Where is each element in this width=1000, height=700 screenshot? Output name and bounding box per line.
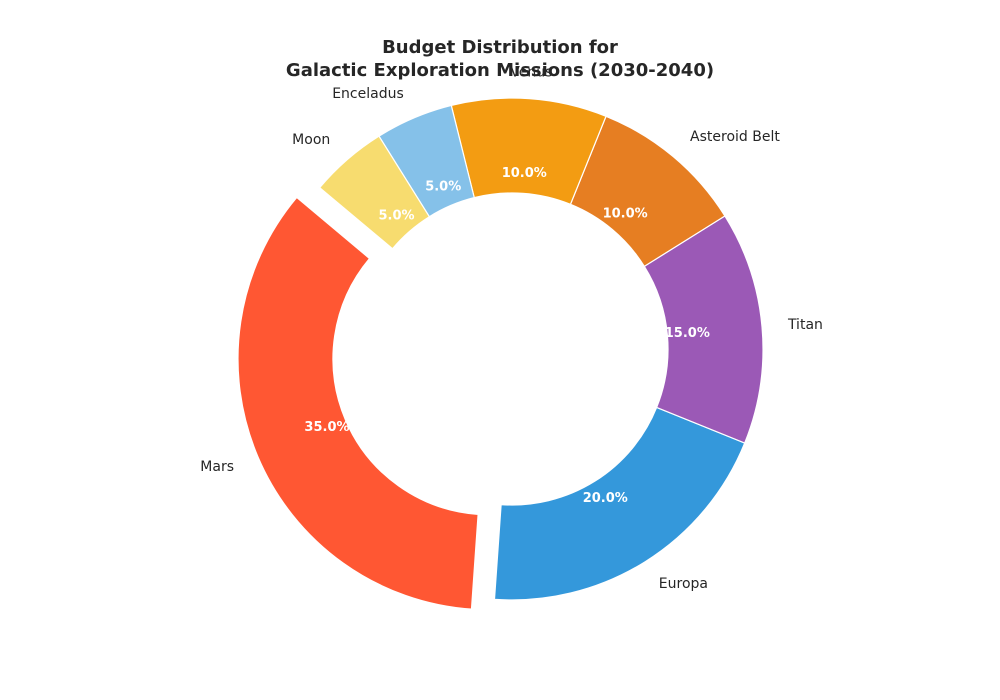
pct-label-asteroid-belt: 10.0% (603, 207, 648, 222)
category-labels-layer: Mars Europa Titan Asteroid Belt Venus Encelad… (200, 65, 823, 592)
chart-title: Budget Distribution for Galactic Explora… (0, 36, 1000, 82)
category-label-asteroid-belt: Asteroid Belt (690, 129, 780, 145)
slice-europa (493, 406, 746, 601)
pct-label-venus: 10.0% (502, 166, 547, 181)
percentage-labels-layer: 35.0% 20.0% 15.0% 10.0% 10.0% 5.0% 5.0% (304, 166, 709, 506)
category-label-moon: Moon (292, 132, 330, 148)
chart-title-line-1: Budget Distribution for (382, 37, 618, 58)
pct-label-mars: 35.0% (304, 420, 349, 435)
category-label-europa: Europa (659, 576, 708, 592)
pct-label-enceladus: 5.0% (425, 179, 461, 194)
slice-mars (237, 196, 479, 610)
category-label-venus: Venus (510, 65, 552, 81)
pct-label-europa: 20.0% (583, 491, 628, 506)
category-label-enceladus: Enceladus (332, 86, 404, 102)
chart-title-line-2: Galactic Exploration Missions (2030-2040… (285, 60, 715, 81)
category-label-mars: Mars (200, 459, 234, 475)
slices-layer (237, 97, 764, 610)
pct-label-moon: 5.0% (379, 209, 415, 224)
pct-label-titan: 15.0% (665, 326, 710, 341)
slice-moon (318, 135, 431, 250)
category-label-titan: Titan (787, 317, 823, 333)
